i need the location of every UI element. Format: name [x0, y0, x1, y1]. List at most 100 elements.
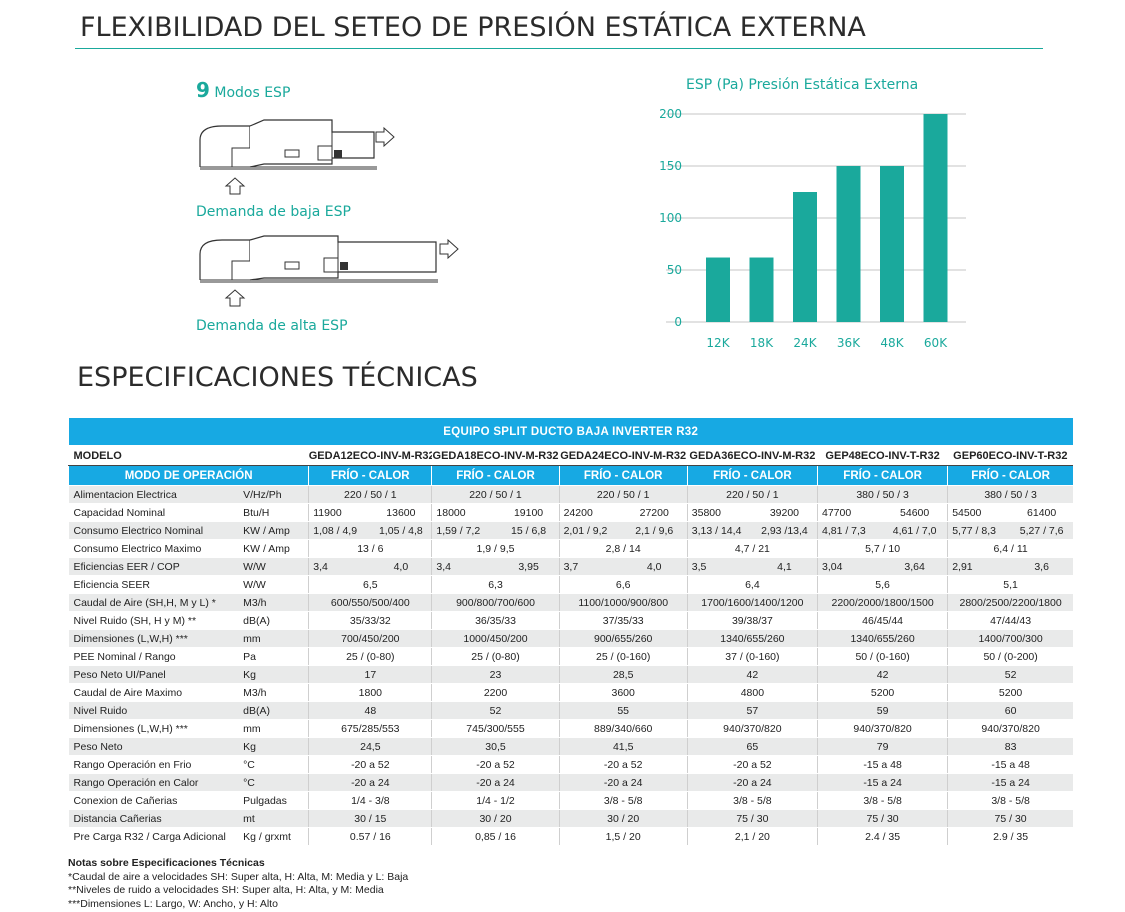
cell-value-cooling: 35800: [686, 503, 752, 522]
cell-value: 2200: [431, 683, 560, 702]
table-row: Nivel Ruido (SH, H y M) ** dB(A) 35/33/32 3…: [68, 611, 1073, 630]
row-label: Pre Carga R32 / Carga Adicional: [68, 827, 241, 846]
cell-value: 6,6: [558, 575, 688, 594]
table-row: Alimentacion Electrica V/Hz/Ph 220 / 50 / …: [68, 485, 1073, 504]
cell-value: 380 / 50 / 3: [816, 485, 948, 504]
cell-value-heating: 1,05 / 4,8: [370, 521, 432, 540]
table-title-row: EQUIPO SPLIT DUCTO BAJA INVERTER R32: [68, 418, 1073, 446]
x-tick-label: 36K: [837, 336, 861, 350]
cell-value: 940/370/820: [816, 719, 948, 738]
row-label: Nivel Ruido: [68, 701, 241, 720]
models-row: MODELO GEDA12ECO-INV-M-R32 GEDA18ECO-INV-M…: [68, 445, 1073, 466]
model-name: GEDA24ECO-INV-M-R32: [559, 445, 688, 466]
row-label: Dimensiones (L,W,H) ***: [68, 629, 241, 648]
row-unit: °C: [240, 773, 309, 792]
row-unit: W/W: [240, 557, 309, 576]
cell-value: -20 a 52: [686, 755, 818, 774]
cell-value: 220 / 50 / 1: [308, 485, 432, 504]
cell-value: 52: [431, 701, 560, 720]
cell-value: 889/340/660: [558, 719, 688, 738]
cell-value: 37 / (0-160): [686, 647, 818, 666]
cell-value-cooling: 2,01 / 9,2: [558, 521, 622, 540]
cell-value-cooling: 47700: [816, 503, 883, 522]
cell-value-heating: 2,93 /13,4: [751, 521, 818, 540]
cell-value: 50 / (0-160): [816, 647, 948, 666]
airflow-out-arrow-icon: [375, 126, 395, 148]
cell-value: 60: [947, 701, 1073, 720]
cell-value: -20 a 24: [308, 773, 432, 792]
table-row: PEE Nominal / Rango Pa 25 / (0-80) 25 / (0-…: [68, 647, 1073, 666]
model-name: GEDA18ECO-INV-M-R32: [431, 445, 560, 466]
table-row: Peso Neto Kg 24,5 30,5 41,5 65 79 83: [68, 737, 1073, 756]
cell-value: 6,5: [308, 575, 432, 594]
cell-value: 65: [686, 737, 818, 756]
cell-value-cooling: 18000: [431, 503, 499, 522]
bar-60k: [923, 114, 948, 322]
row-label: Nivel Ruido (SH, H y M) **: [68, 611, 241, 630]
cell-value-cooling: 24200: [558, 503, 622, 522]
model-name: GEP48ECO-INV-T-R32: [817, 445, 948, 466]
cell-value: 5200: [816, 683, 948, 702]
row-label: Consumo Electrico Nominal: [68, 521, 241, 540]
cell-value: 2,1 / 20: [686, 827, 818, 846]
cell-value-cooling: 3,13 / 14,4: [686, 521, 752, 540]
cell-value: 3/8 - 5/8: [947, 791, 1073, 810]
x-tick-label: 12K: [706, 336, 730, 350]
cell-value: 5200: [947, 683, 1073, 702]
cell-value: 1340/655/260: [686, 629, 818, 648]
cell-value: -15 a 48: [816, 755, 948, 774]
cell-value: 25 / (0-80): [308, 647, 432, 666]
cell-value-heating: 5,27 / 7,6: [1010, 521, 1073, 540]
cell-value: 900/655/260: [558, 629, 688, 648]
cell-value: 17: [308, 665, 432, 684]
bar-18k: [749, 257, 774, 322]
note-line: *Caudal de aire a velocidades SH: Super …: [68, 870, 409, 883]
mode-label: FRÍO - CALOR: [816, 465, 948, 486]
cell-value: -20 a 24: [558, 773, 688, 792]
cell-value: 5,7 / 10: [816, 539, 948, 558]
row-label: Rango Operación en Frio: [68, 755, 241, 774]
cell-value: 79: [816, 737, 948, 756]
cell-value-heating: 3,6: [1010, 557, 1073, 576]
cell-value: 37/35/33: [558, 611, 688, 630]
cell-value: 25 / (0-160): [558, 647, 688, 666]
row-label: Eficiencias EER / COP: [68, 557, 241, 576]
esp-modes-label: 9 Modos ESP: [196, 78, 290, 102]
cell-value: 700/450/200: [308, 629, 432, 648]
airflow-in-arrow-icon: [224, 289, 246, 307]
cell-value: 5,1: [947, 575, 1073, 594]
cell-value: 3600: [558, 683, 688, 702]
x-tick-label: 48K: [880, 336, 904, 350]
notes-title: Notas sobre Especificaciones Técnicas: [68, 857, 265, 869]
cell-value: 75 / 30: [947, 809, 1073, 828]
cell-value: 1/4 - 3/8: [308, 791, 432, 810]
cell-value: 940/370/820: [947, 719, 1073, 738]
row-label: Capacidad Nominal: [68, 503, 241, 522]
section-title-flexibilidad: FLEXIBILIDAD DEL SETEO DE PRESIÓN ESTÁTI…: [80, 12, 866, 43]
bar-12k: [706, 257, 730, 322]
row-label: Consumo Electrico Maximo: [68, 539, 241, 558]
row-unit: mm: [240, 719, 309, 738]
cell-value: -15 a 24: [947, 773, 1073, 792]
cell-value: -15 a 48: [947, 755, 1073, 774]
mode-header: MODO DE OPERACIÓN: [67, 465, 309, 486]
cell-value: 6,3: [431, 575, 560, 594]
cell-value: 900/800/700/600: [431, 593, 560, 612]
table-row: Nivel Ruido dB(A) 48 52 55 57 59 60: [68, 701, 1073, 720]
cell-value: 55: [558, 701, 688, 720]
row-unit: M3/h: [240, 683, 309, 702]
cell-value: 6,4 / 11: [947, 539, 1073, 558]
cell-value: -20 a 52: [431, 755, 560, 774]
cell-value: 675/285/553: [308, 719, 432, 738]
cell-value: 3/8 - 5/8: [558, 791, 688, 810]
cell-value: 220 / 50 / 1: [686, 485, 818, 504]
cell-value: 1400/700/300: [947, 629, 1073, 648]
cell-value: 42: [816, 665, 948, 684]
cell-value-cooling: 2,91: [947, 557, 1011, 576]
cell-value-heating: 4,1: [751, 557, 818, 576]
cell-value: 35/33/32: [308, 611, 432, 630]
cell-value: 220 / 50 / 1: [431, 485, 560, 504]
table-row: Caudal de Aire (SH,H, M y L) * M3/h 600/55…: [68, 593, 1073, 612]
cell-value-cooling: 54500: [947, 503, 1011, 522]
row-label: Caudal de Aire (SH,H, M y L) *: [68, 593, 241, 612]
